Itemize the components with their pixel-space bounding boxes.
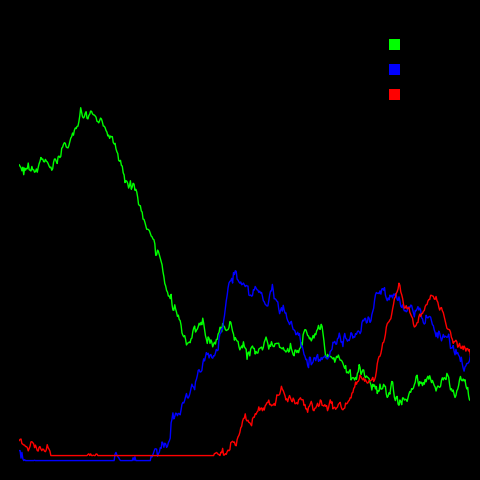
FancyBboxPatch shape xyxy=(389,64,400,75)
FancyBboxPatch shape xyxy=(389,39,400,50)
FancyBboxPatch shape xyxy=(389,89,400,100)
